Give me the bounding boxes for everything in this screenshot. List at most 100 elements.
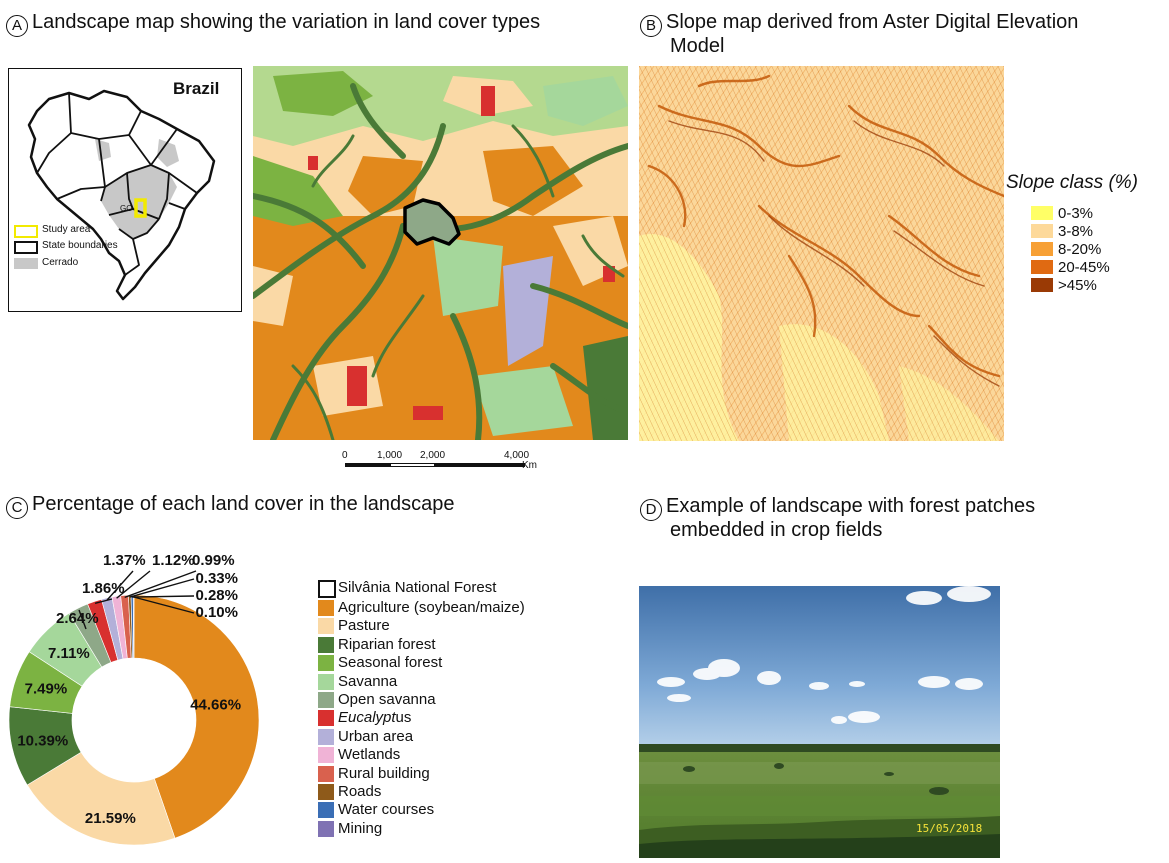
state-label: GO: [120, 204, 133, 213]
slope-label-1: 3-8%: [1058, 223, 1094, 240]
slope-legend-title: Slope class (%): [1006, 172, 1138, 193]
state-boundaries-swatch: [14, 241, 38, 254]
donut-chart-svg: 44.66%21.59%10.39%7.49%7.11%2.64%1.86%1.…: [8, 552, 260, 846]
panel-d-title-line1: Example of landscape with forest patches: [666, 495, 1036, 517]
donut-label-rural-building: 0.99%: [192, 552, 235, 569]
seasonal-forest-label: Seasonal forest: [338, 654, 443, 672]
urban-area-label: Urban area: [338, 727, 414, 745]
panel-a-letter: A: [6, 15, 28, 37]
slope-swatch-2: [1031, 242, 1053, 256]
study-area-swatch: [14, 225, 38, 238]
panel-c-title-text: Percentage of each land cover in the lan…: [32, 493, 455, 515]
land-cover-donut-chart: 44.66% 21.59% 10.39% 7.49% 7.11% 2.64% 1.86% 1.…: [0, 540, 310, 858]
cerrado-swatch: [14, 258, 38, 269]
mining-swatch: [318, 820, 334, 837]
savanna-swatch: [318, 673, 334, 690]
panel-d-title-cont: embedded in crop fields: [670, 518, 882, 542]
brazil-inset-map: Brazil GO Study area State boundaries Ce…: [8, 68, 242, 312]
scale-segment-3: [435, 463, 525, 467]
donut-label-pasture: 21.59%: [85, 810, 136, 827]
rural-building-swatch: [318, 765, 334, 782]
donut-slice-pasture: [26, 751, 176, 846]
wetlands-swatch: [318, 747, 334, 764]
rural-building-label: Rural building: [338, 764, 430, 782]
leader-line-water-courses: [132, 595, 195, 598]
slope-map: [639, 66, 1004, 441]
savanna-label: Savanna: [338, 672, 398, 690]
eucalyptus-label: Eucalyptus: [338, 709, 411, 727]
leader-line-rural-building: [124, 570, 197, 599]
study-area-label: Study area: [42, 224, 91, 235]
scale-segment-1: [345, 463, 390, 467]
slope-swatch-4: [1031, 278, 1053, 292]
scale-unit: Km: [522, 460, 537, 471]
inset-legend: Study area State boundaries Cerrado: [14, 224, 134, 284]
roads-swatch: [318, 784, 334, 800]
scale-bar: 0 1,000 2,000 4,000 Km: [340, 450, 540, 474]
slope-legend-list: 0-3% 3-8% 8-20% 20-45% >45%: [1031, 205, 1141, 305]
donut-slice-mining: [132, 594, 135, 659]
leader-line-open-savanna: [78, 609, 87, 630]
riparian-forest-swatch: [318, 636, 334, 653]
open-savanna-swatch: [318, 692, 334, 708]
slope-swatch-0: [1031, 206, 1053, 220]
eucalyptus-label-italic: Eucalypt: [338, 709, 396, 727]
panel-b-title: B Slope map derived from Aster Digital El…: [640, 10, 1078, 37]
roads-label: Roads: [338, 783, 382, 800]
leader-line-mining: [133, 596, 195, 614]
scale-tick-1000: 1,000: [377, 450, 403, 461]
panel-d-title: D Example of landscape with forest patche…: [640, 494, 1035, 521]
panel-b-title-line1: Slope map derived from Aster Digital Ele…: [666, 11, 1079, 33]
slope-swatch-1: [1031, 224, 1053, 238]
pasture-swatch: [318, 618, 334, 635]
cerrado-label: Cerrado: [42, 257, 79, 268]
panel-a-title: A Landscape map showing the variation in …: [6, 10, 540, 37]
landscape-photo: 15/05/2018: [639, 586, 1000, 858]
slope-swatch-3: [1031, 260, 1053, 274]
panel-d-title-line2: embedded in crop fields: [670, 519, 883, 541]
brazil-outline-graphic: [27, 89, 216, 301]
mining-label: Mining: [338, 819, 383, 837]
scale-tick-0: 0: [342, 450, 348, 461]
scale-segment-2: [390, 463, 435, 467]
reserve-swatch: [318, 580, 336, 598]
pasture-label: Pasture: [338, 617, 390, 635]
donut-label-open-savanna: 2.64%: [56, 610, 99, 627]
wetlands-label: Wetlands: [338, 746, 401, 764]
donut-slice-agriculture-soybean-maize: [133, 594, 260, 839]
panel-c-title: C Percentage of each land cover in the la…: [6, 492, 455, 519]
scale-tick-2000: 2,000: [420, 450, 446, 461]
panel-b-letter: B: [640, 15, 662, 37]
land-cover-legend: Silvânia National Forest Agriculture (so…: [318, 579, 578, 841]
leader-line-wetlands: [116, 570, 151, 599]
slope-label-4: >45%: [1058, 277, 1097, 294]
slope-label-3: 20-45%: [1058, 259, 1110, 276]
slope-label-2: 8-20%: [1058, 241, 1102, 258]
donut-label-water-courses: 0.28%: [195, 587, 238, 604]
donut-label-riparian-forest: 10.39%: [17, 732, 68, 749]
photo-date-stamp: 15/05/2018: [916, 822, 983, 835]
leader-line-urban-area: [106, 570, 134, 601]
donut-label-seasonal-forest: 7.49%: [25, 681, 68, 698]
urban-area-swatch: [318, 728, 334, 745]
country-label: Brazil: [173, 79, 220, 98]
water-courses-label: Water courses: [338, 801, 435, 819]
state-boundaries-label: State boundaries: [42, 240, 118, 251]
eucalyptus-label-rest: us: [395, 709, 412, 727]
donut-label-urban-area: 1.37%: [103, 552, 146, 569]
agriculture-label: Agriculture (soybean/maize): [338, 599, 525, 616]
donut-label-roads: 0.33%: [195, 570, 238, 587]
water-courses-swatch: [318, 802, 334, 819]
land-cover-map: [253, 66, 628, 440]
leader-line-eucalyptus: [94, 598, 113, 604]
open-savanna-label: Open savanna: [338, 691, 436, 708]
leader-line-roads: [129, 578, 195, 598]
eucalyptus-swatch: [318, 710, 334, 727]
donut-label-wetlands: 1.12%: [152, 552, 195, 569]
riparian-forest-label: Riparian forest: [338, 635, 436, 653]
panel-a-title-text: Landscape map showing the variation in l…: [32, 11, 541, 33]
scale-tick-4000: 4,000: [504, 450, 530, 461]
donut-label-savanna: 7.11%: [48, 645, 90, 662]
panel-b-title-line2: Model: [670, 35, 725, 57]
reserve-label: Silvânia National Forest: [338, 579, 497, 596]
